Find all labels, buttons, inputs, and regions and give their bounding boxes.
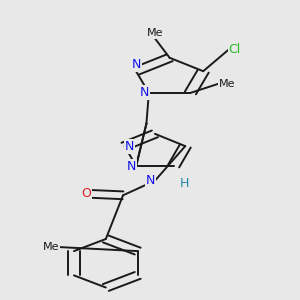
Text: N: N: [146, 174, 155, 187]
Text: N: N: [140, 86, 149, 99]
Text: H: H: [179, 178, 189, 190]
Text: N: N: [127, 160, 136, 172]
Text: O: O: [81, 187, 91, 200]
Text: Me: Me: [219, 79, 235, 89]
Text: Me: Me: [43, 242, 59, 252]
Text: Cl: Cl: [229, 43, 241, 56]
Text: N: N: [131, 58, 141, 71]
Text: Me: Me: [147, 28, 163, 38]
Text: N: N: [124, 140, 134, 153]
